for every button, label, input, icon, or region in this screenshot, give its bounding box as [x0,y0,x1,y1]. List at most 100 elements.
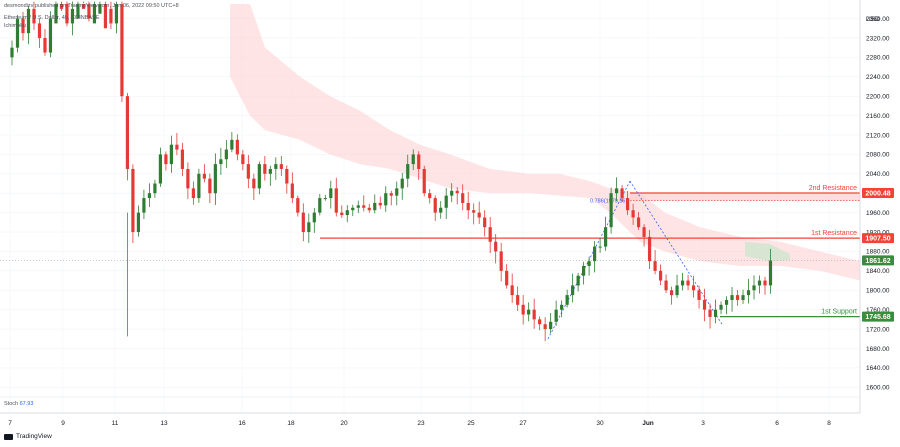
time-tick-label: Jun [642,420,654,427]
candle-body [582,266,586,276]
tradingview-logo-text: TradingView [16,433,52,440]
candle-body [686,280,690,286]
candle-body [483,217,487,228]
candle-body [323,198,327,200]
price-tick-label: 2240.00 [866,74,890,81]
candle-body [505,270,509,286]
price-tick-label: 1720.00 [866,326,890,333]
price-tick-label: 2160.00 [866,113,890,120]
price-axis[interactable]: USD 1600.00 1640.00 1680.00 1720.00 1760.00 18… [866,16,890,392]
candle-body [180,149,184,169]
candle-body [466,202,470,211]
candle-body [54,4,58,24]
candle-body [268,168,272,174]
candle-body [76,4,80,19]
candle-body [103,4,108,29]
candle-body [455,190,459,194]
candle-body [713,309,718,317]
candle-body [10,47,14,58]
price-tick-label: 1760.00 [866,307,890,314]
candle-body [197,173,201,199]
candle-body [609,193,613,228]
candle-body [395,188,399,196]
candle-body [549,321,553,330]
candle-body [724,299,729,305]
candle-body [543,324,547,330]
candle-body [571,285,575,296]
time-axis[interactable]: 7 9 11 13 16 18 20 23 25 27 30 Jun 3 6 8 [8,420,831,427]
price-tick-label: 1840.00 [866,268,890,275]
time-tick-label: 25 [467,420,475,427]
candle-body [417,154,421,169]
candle-body [620,188,624,199]
candle-body [43,37,47,53]
candle-body [560,304,564,310]
candle-body [356,205,360,208]
candle-body [186,168,190,189]
level-lines: 2nd Resistance 1st Resistance 1st Support 0… [0,185,860,318]
first-resistance-label: 1st Resistance [811,230,857,237]
symbol-title[interactable]: Ethereum / U.S. Dollar, 4h, COINBASE [4,15,100,21]
candle-body [642,227,646,237]
candle-body [680,280,685,286]
first-support-tag-bg [862,311,894,322]
candle-body [32,8,36,24]
candlesticks [10,1,773,342]
tradingview-logo[interactable]: TradingView [4,433,52,440]
candle-body [274,164,278,169]
candle-body [351,207,355,211]
candle-body [576,275,580,286]
candle-body [307,222,311,233]
candle-body [587,261,591,266]
candle-body [153,183,157,194]
time-tick-label: 27 [519,420,527,427]
second-resistance-tag: 2000.48 [865,190,890,197]
candle-body [367,207,371,211]
stoch-value: 67.93 [19,401,34,407]
candle-body [768,260,773,286]
candle-body [65,4,69,24]
candle-body [378,202,382,206]
candle-body [697,290,701,300]
candle-body [131,168,135,233]
candle-body [741,295,745,300]
stoch-label: Stoch [4,401,19,407]
price-tick-label: 2040.00 [866,171,890,178]
time-tick-label: 23 [417,420,425,427]
candle-body [625,198,630,211]
candle-body [92,4,97,24]
candle-body [340,212,344,216]
candle-body [730,295,734,300]
candle-body [26,8,31,34]
candle-body [120,4,124,97]
publish-info: desmondizv published on TradingView.com,… [4,3,179,9]
candle-body [384,193,388,206]
resistance-zone [630,192,860,201]
stoch-indicator-label[interactable]: Stoch 67.93 [4,401,33,407]
current-price-tag: 1861.62 [865,258,890,265]
candle-body [538,319,542,325]
candle-body [345,210,349,216]
second-resistance-tag-bg [862,187,894,198]
candle-body [411,154,415,165]
candle-body [615,188,619,194]
candle-body [290,183,294,199]
time-tick-label: 9 [61,420,65,427]
candle-body [477,212,481,218]
candle-body [142,198,146,213]
candle-body [510,285,514,296]
candle-body [70,8,75,24]
candle-body [114,4,119,24]
candle-body [362,205,366,208]
indicator-name[interactable]: Ichimoku [4,23,27,29]
candle-body [647,236,652,262]
candle-body [389,193,393,196]
ichimoku-cloud-area [230,4,860,281]
candle-body [702,299,707,310]
candle-body [691,285,696,291]
candle-body [318,198,322,213]
plot-background [0,0,860,418]
candle-body [422,168,426,194]
candle-body [312,212,316,223]
